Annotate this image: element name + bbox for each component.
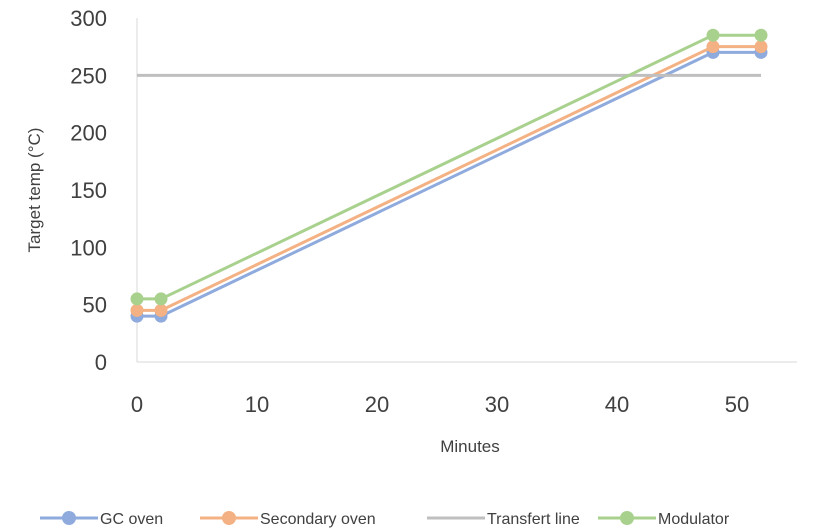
y-tick-label: 100 bbox=[70, 235, 107, 260]
data-point bbox=[154, 292, 168, 306]
y-tick-label: 200 bbox=[70, 121, 107, 146]
x-axis-title: Minutes bbox=[440, 437, 500, 456]
x-tick-label: 10 bbox=[245, 392, 269, 417]
y-tick-label: 50 bbox=[83, 293, 107, 318]
legend-label: GC oven bbox=[100, 511, 163, 528]
series-modulator bbox=[130, 28, 768, 306]
data-point bbox=[130, 303, 144, 317]
legend-item: Secondary oven bbox=[200, 511, 376, 528]
x-tick-label: 30 bbox=[485, 392, 509, 417]
series-line bbox=[137, 33, 761, 301]
legend-label: Modulator bbox=[658, 511, 730, 528]
series-line bbox=[137, 45, 761, 312]
legend-item: Modulator bbox=[598, 511, 730, 528]
legend-item: GC oven bbox=[40, 511, 163, 528]
series-gc-oven bbox=[130, 45, 768, 323]
x-tick-label: 0 bbox=[131, 392, 143, 417]
y-tick-labels: 0 50 100 150 200 250 300 bbox=[70, 6, 107, 375]
series-line bbox=[137, 50, 761, 318]
y-tick-label: 250 bbox=[70, 63, 107, 88]
axes bbox=[136, 18, 797, 363]
y-tick-label: 0 bbox=[95, 350, 107, 375]
x-tick-label: 20 bbox=[365, 392, 389, 417]
legend-label: Secondary oven bbox=[260, 511, 376, 528]
data-point bbox=[706, 40, 720, 54]
y-tick-label: 300 bbox=[70, 6, 107, 31]
data-point bbox=[154, 303, 168, 317]
y-axis-title: Target temp (°C) bbox=[25, 128, 44, 253]
data-point bbox=[754, 40, 768, 54]
x-tick-label: 50 bbox=[725, 392, 749, 417]
legend-marker bbox=[222, 511, 236, 525]
legend: GC oven Secondary oven Transfert line Modul… bbox=[40, 511, 730, 528]
data-point bbox=[130, 292, 144, 306]
data-point bbox=[706, 28, 720, 42]
data-point bbox=[754, 28, 768, 42]
x-tick-labels: 0 10 20 30 40 50 bbox=[131, 392, 749, 417]
legend-marker bbox=[620, 511, 634, 525]
legend-item: Transfert line bbox=[427, 511, 580, 528]
x-tick-label: 40 bbox=[605, 392, 629, 417]
legend-marker bbox=[62, 511, 76, 525]
y-tick-label: 150 bbox=[70, 178, 107, 203]
series-lines bbox=[130, 28, 768, 323]
series-secondary-oven bbox=[130, 40, 768, 317]
legend-label: Transfert line bbox=[487, 511, 580, 528]
